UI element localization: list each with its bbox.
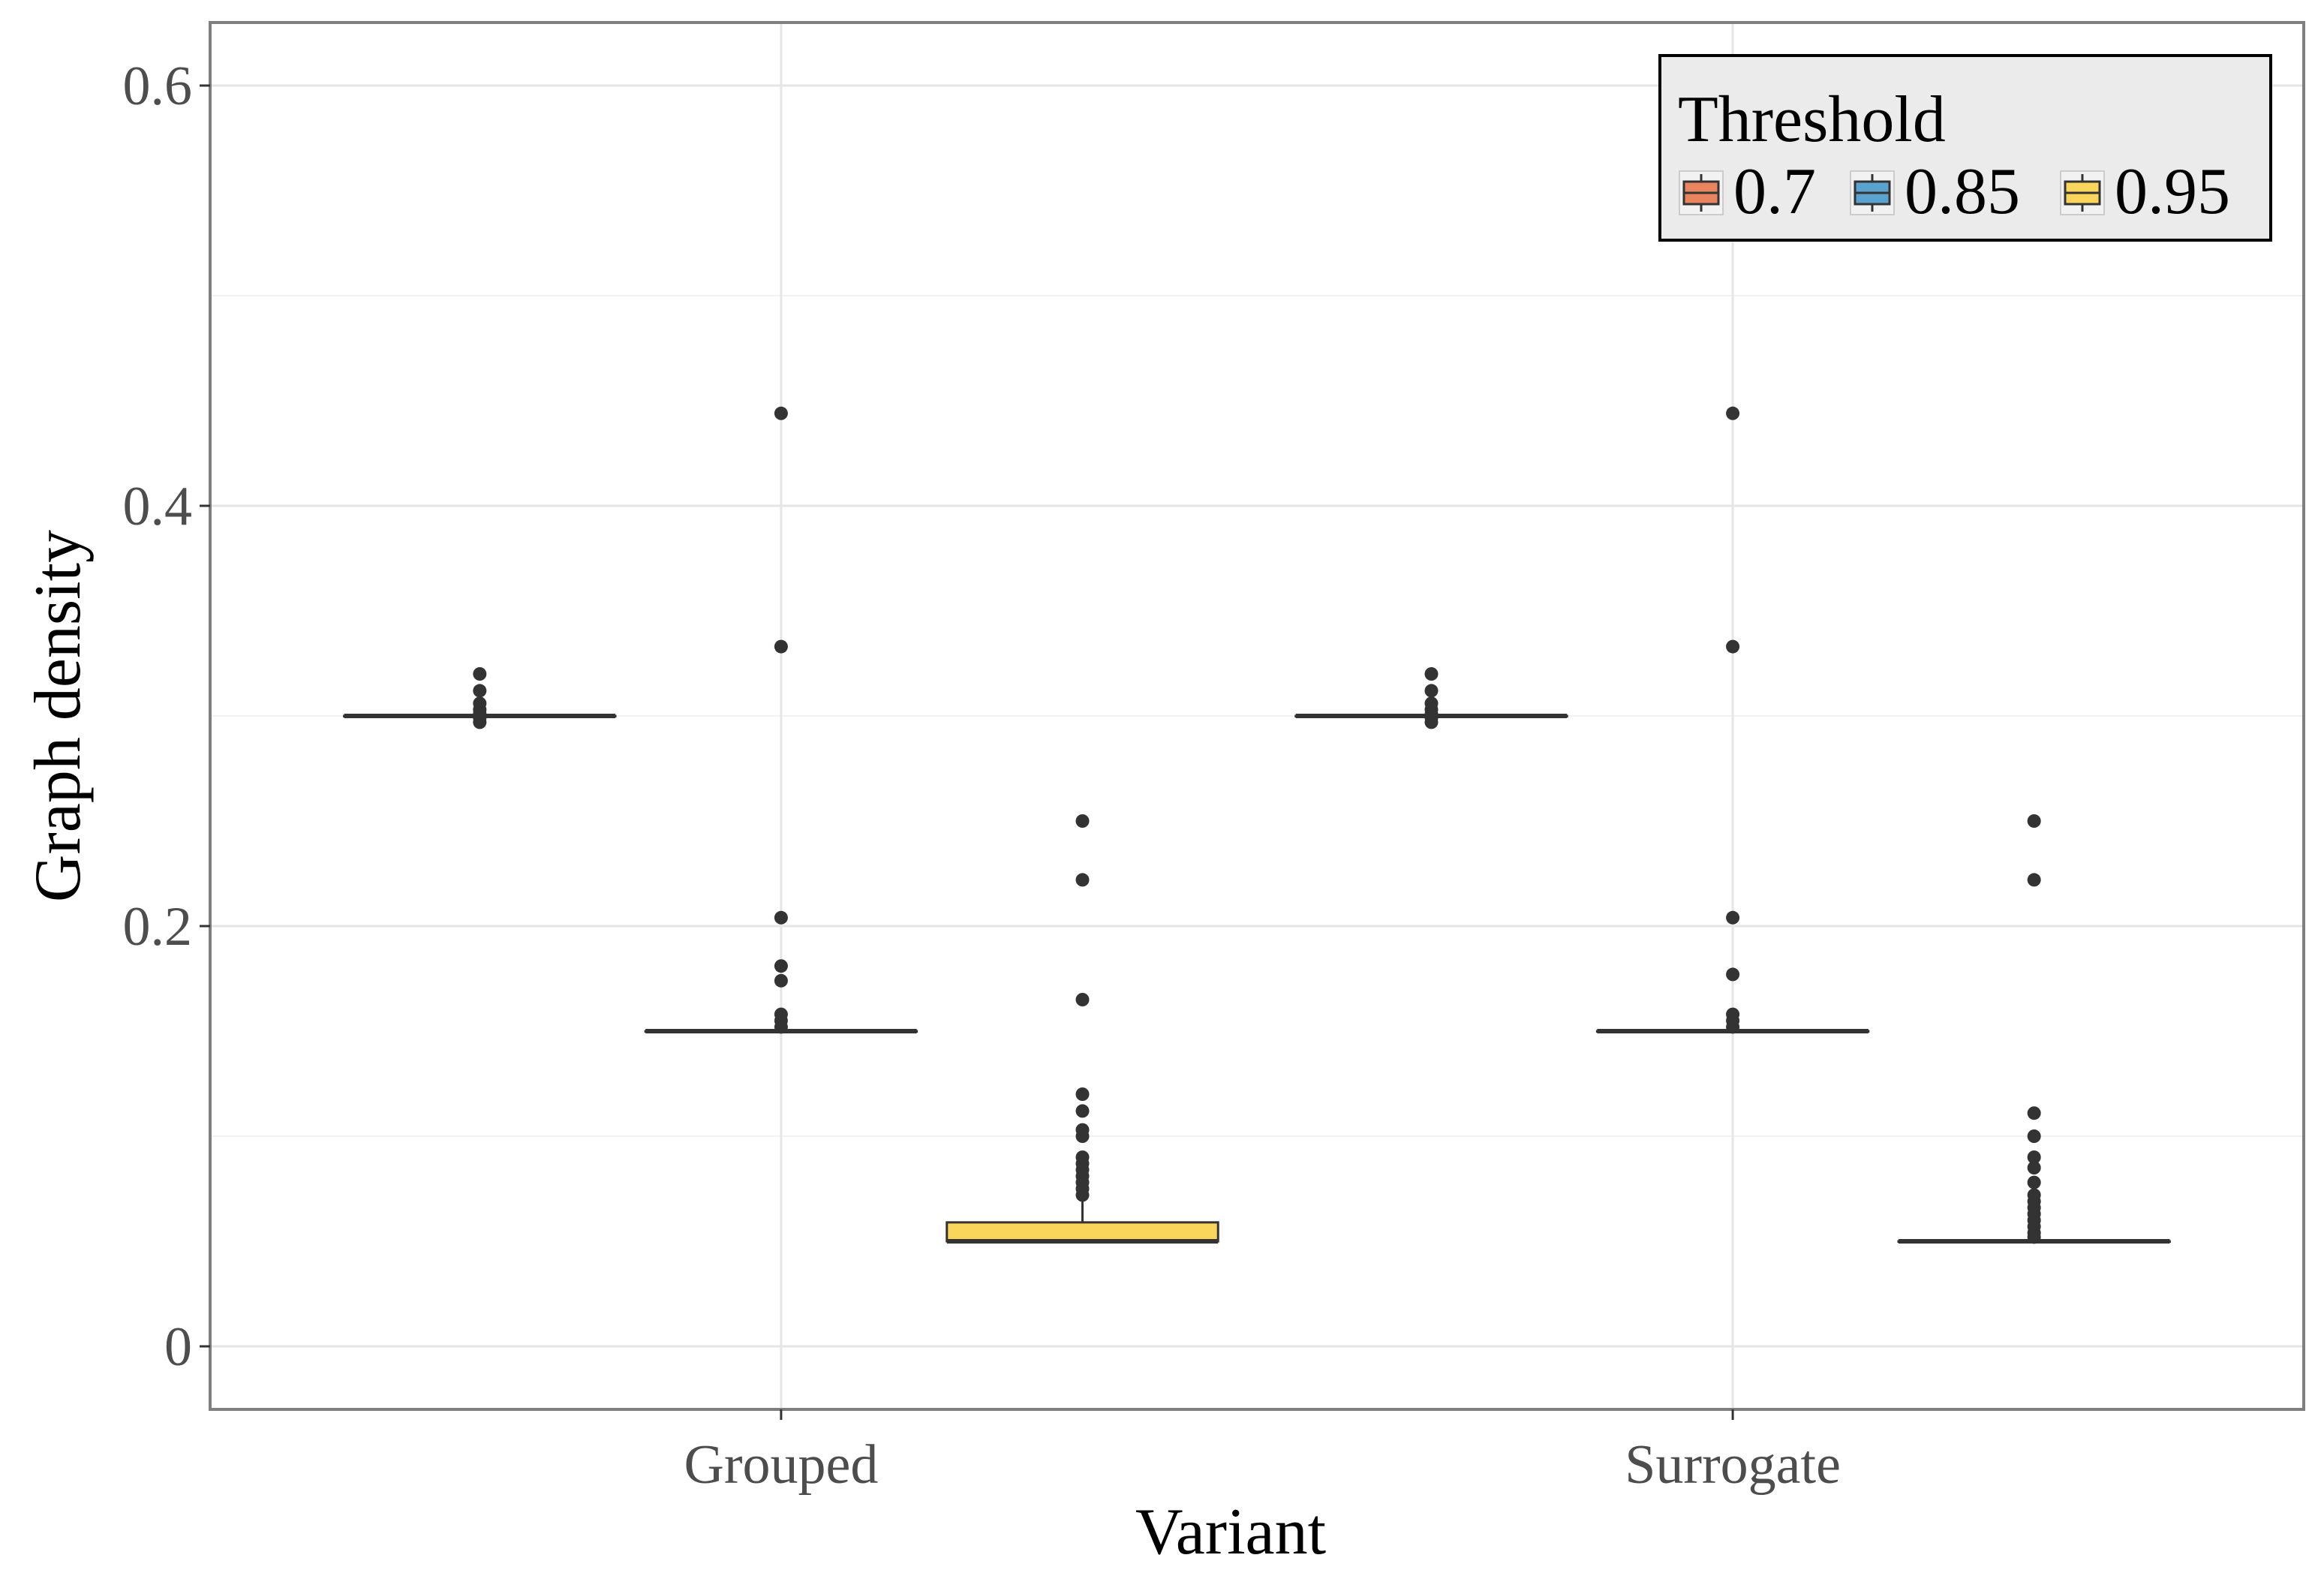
outlier-point bbox=[1424, 684, 1439, 698]
outlier-point bbox=[1075, 1104, 1090, 1118]
outlier-point bbox=[1075, 814, 1090, 828]
box-group bbox=[1595, 406, 1870, 1034]
outlier-point bbox=[1424, 715, 1439, 729]
y-tick-label: 0 bbox=[164, 1316, 192, 1378]
box-group bbox=[343, 667, 617, 729]
box-group bbox=[644, 406, 918, 1034]
outlier-point bbox=[1075, 873, 1090, 887]
outlier-point bbox=[1075, 993, 1090, 1006]
outlier-point bbox=[1726, 1020, 1740, 1034]
outlier-point bbox=[774, 910, 788, 925]
y-tick-label: 0.2 bbox=[123, 896, 193, 958]
outlier-point bbox=[1075, 1188, 1090, 1202]
box-body bbox=[946, 1221, 1219, 1243]
outlier-point bbox=[473, 684, 487, 698]
outlier-point bbox=[774, 1020, 788, 1034]
outlier-point bbox=[1726, 910, 1740, 925]
y-tick-label: 0.6 bbox=[123, 56, 193, 117]
outlier-point bbox=[774, 406, 788, 420]
outlier-point bbox=[774, 959, 788, 973]
legend-entry-label: 0.85 bbox=[1905, 155, 2020, 228]
legend: Threshold 0.7 0.85 0.95 bbox=[1658, 54, 2272, 242]
outlier-point bbox=[2027, 1230, 2041, 1244]
outlier-point bbox=[774, 639, 788, 654]
axes: 0 0.2 0.4 0.6 Grouped Surrogate bbox=[123, 56, 1841, 1496]
box-group bbox=[1294, 667, 1568, 729]
box-group bbox=[946, 814, 1219, 1244]
x-tick-label: Surrogate bbox=[1625, 1434, 1841, 1496]
y-axis-title: Graph density bbox=[22, 530, 95, 902]
boxes bbox=[343, 406, 2171, 1244]
legend-keys: 0.7 0.85 0.95 bbox=[1679, 155, 2230, 228]
plot-border bbox=[209, 21, 2305, 1411]
legend-title: Threshold bbox=[1678, 83, 1946, 156]
outlier-point bbox=[2027, 1175, 2041, 1189]
legend-entry-label: 0.95 bbox=[2115, 155, 2230, 228]
outlier-point bbox=[473, 715, 487, 729]
outlier-point bbox=[1075, 1087, 1090, 1101]
x-axis-title: Variant bbox=[1135, 1496, 1326, 1568]
outlier-point bbox=[1075, 1129, 1090, 1143]
outlier-point bbox=[774, 973, 788, 988]
outlier-point bbox=[2027, 1150, 2041, 1164]
outlier-point bbox=[1424, 667, 1439, 681]
legend-background bbox=[1658, 54, 2272, 242]
outlier-point bbox=[2027, 1129, 2041, 1143]
outlier-point bbox=[1726, 639, 1740, 654]
legend-entry-label: 0.7 bbox=[1733, 155, 1816, 228]
outlier-point bbox=[1726, 967, 1740, 982]
outlier-point bbox=[2027, 1106, 2041, 1120]
x-tick-label: Grouped bbox=[684, 1434, 878, 1496]
box-group bbox=[1897, 814, 2171, 1244]
outlier-point bbox=[2027, 814, 2041, 828]
y-tick-label: 0.4 bbox=[123, 476, 193, 537]
outlier-point bbox=[2027, 873, 2041, 887]
outlier-point bbox=[1726, 406, 1740, 420]
outlier-point bbox=[2027, 1161, 2041, 1174]
outlier-point bbox=[473, 667, 487, 681]
